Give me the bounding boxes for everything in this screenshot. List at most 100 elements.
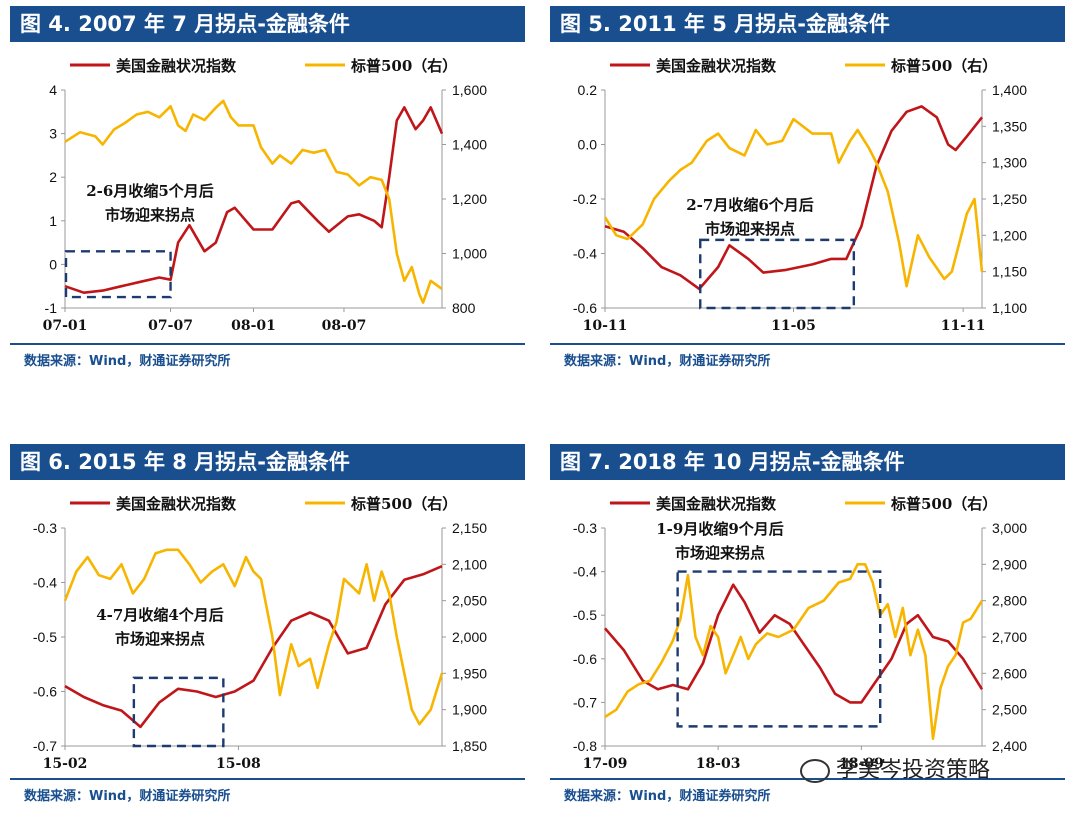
y-tick-label: -0.2 <box>573 191 597 207</box>
y2-tick-label: 1,150 <box>992 264 1027 280</box>
x-tick-label: 18-03 <box>696 756 741 772</box>
y2-tick-label: 3,000 <box>992 520 1027 536</box>
y-tick-label: 1 <box>49 213 57 229</box>
y-tick-label: 4 <box>49 82 57 98</box>
annotation-text: 2-7月收缩6个月后 <box>686 196 814 214</box>
y2-tick-label: 2,400 <box>992 738 1027 754</box>
data-source: 数据来源：Wind，财通证券研究所 <box>564 789 771 804</box>
y-tick-label: -0.5 <box>573 607 597 623</box>
line-chart: 美国金融状况指数 标普500（右） -0.8 -0.7 -0.6 -0.5 -0.4 -0.3… <box>573 495 1027 772</box>
x-tick-label: 15-02 <box>43 756 88 772</box>
annotation-text: 市场迎来拐点 <box>105 206 195 224</box>
line-chart: 美国金融状况指数 标普500（右） -0.7 -0.6 -0.5 -0.4 -0.3 1,85… <box>33 495 487 772</box>
y-tick-label: -0.6 <box>573 300 597 316</box>
watermark-text: 李美岑投资策略 <box>836 758 991 783</box>
y-tick-label: -0.6 <box>33 684 57 700</box>
legend-label: 美国金融状况指数 <box>116 57 237 75</box>
watermark: 李美岑投资策略 <box>800 752 990 784</box>
chart-title: 图 6. 2015 年 8 月拐点-金融条件 <box>10 444 525 480</box>
y-tick-label: -0.7 <box>573 694 597 710</box>
y2-tick-label: 2,900 <box>992 556 1027 572</box>
chart-title: 图 7. 2018 年 10 月拐点-金融条件 <box>550 444 1065 480</box>
annotation-text: 2-6月收缩5个月后 <box>86 182 214 200</box>
y-tick-label: -0.3 <box>33 520 57 536</box>
annotation-text: 4-7月收缩4个月后 <box>96 606 224 624</box>
divider <box>10 778 525 780</box>
data-source: 数据来源：Wind，财通证券研究所 <box>24 789 231 804</box>
legend-label: 美国金融状况指数 <box>656 495 777 513</box>
y2-tick-label: 1,950 <box>452 665 487 681</box>
y-tick-label: -0.6 <box>573 651 597 667</box>
chart-title: 图 5. 2011 年 5 月拐点-金融条件 <box>550 6 1065 42</box>
divider <box>10 343 525 345</box>
y2-tick-label: 1,400 <box>452 137 487 153</box>
y2-tick-label: 2,000 <box>452 629 487 645</box>
y2-tick-label: 2,100 <box>452 556 487 572</box>
x-tick-label: 15-08 <box>216 756 261 772</box>
x-tick-label: 07-07 <box>148 318 193 334</box>
y2-tick-label: 2,050 <box>452 593 487 609</box>
y2-tick-label: 1,000 <box>452 246 487 262</box>
highlight-box <box>64 250 172 299</box>
x-tick-label: 07-01 <box>43 318 88 334</box>
fci-series-line <box>604 105 984 291</box>
x-tick-label: 11-11 <box>941 318 986 334</box>
annotation-text: 市场迎来拐点 <box>115 630 205 648</box>
y-tick-label: 0.0 <box>578 137 598 153</box>
y-tick-label: 0.2 <box>578 82 598 98</box>
y-tick-label: -0.4 <box>573 246 597 262</box>
data-source: 数据来源：Wind，财通证券研究所 <box>564 354 771 369</box>
x-tick-label: 17-09 <box>583 756 628 772</box>
y2-tick-label: 1,400 <box>992 82 1027 98</box>
y-tick-label: -0.7 <box>33 738 57 754</box>
x-tick-label: 10-11 <box>583 318 628 334</box>
data-source: 数据来源：Wind，财通证券研究所 <box>24 354 231 369</box>
y2-tick-label: 1,200 <box>452 191 487 207</box>
sp500-series-line <box>603 117 984 288</box>
y-tick-label: -0.3 <box>573 520 597 536</box>
y2-tick-label: 2,150 <box>452 520 487 536</box>
fci-series-line <box>604 583 984 704</box>
legend-label: 美国金融状况指数 <box>656 57 777 75</box>
chart-panel-2018: 图 7. 2018 年 10 月拐点-金融条件 美国金融状况指数 标普500（右）… <box>550 444 1065 814</box>
y2-tick-label: 2,600 <box>992 665 1027 681</box>
x-tick-label: 08-01 <box>231 318 276 334</box>
wechat-icon <box>800 759 830 783</box>
x-tick-label: 11-05 <box>771 318 816 334</box>
y-tick-label: -1 <box>45 300 58 316</box>
line-chart: 美国金融状况指数 标普500（右） -1 0 1 2 3 4 800 1,000 1,200 1,40… <box>43 57 488 334</box>
chart-panel-2015: 图 6. 2015 年 8 月拐点-金融条件 美国金融状况指数 标普500（右） -… <box>10 444 525 814</box>
y2-tick-label: 1,900 <box>452 702 487 718</box>
y-tick-label: 0 <box>49 256 57 272</box>
fci-series-line <box>64 106 444 294</box>
chart-title: 图 4. 2007 年 7 月拐点-金融条件 <box>10 6 525 42</box>
y2-tick-label: 1,600 <box>452 82 487 98</box>
y-tick-label: 2 <box>49 169 57 185</box>
y-tick-label: -0.4 <box>33 575 57 591</box>
highlight-box <box>699 238 856 310</box>
annotation-text: 1-9月收缩9个月后 <box>656 520 784 538</box>
y2-tick-label: 1,300 <box>992 155 1027 171</box>
annotation-text: 市场迎来拐点 <box>675 544 765 562</box>
sp500-series-line <box>63 548 444 726</box>
y2-tick-label: 1,100 <box>992 300 1027 316</box>
line-chart: 美国金融状况指数 标普500（右） -0.6 -0.4 -0.2 0.0 0.2 1,100 1… <box>573 57 1027 334</box>
y2-tick-label: 2,800 <box>992 593 1027 609</box>
chart-panel-2007: 图 4. 2007 年 7 月拐点-金融条件 美国金融状况指数 标普500（右） -… <box>10 6 525 376</box>
highlight-box <box>676 570 882 728</box>
y-tick-label: 3 <box>49 126 57 142</box>
sp500-series-line <box>64 99 443 304</box>
divider <box>550 343 1065 345</box>
legend-label: 美国金融状况指数 <box>116 495 237 513</box>
legend-label: 标普500（右） <box>890 495 997 513</box>
legend-label: 标普500（右） <box>890 57 997 75</box>
highlight-box <box>132 676 225 748</box>
y2-tick-label: 1,850 <box>452 738 487 754</box>
y-tick-label: -0.5 <box>33 629 57 645</box>
y2-tick-label: 1,200 <box>992 227 1027 243</box>
y2-tick-label: 2,700 <box>992 629 1027 645</box>
fci-series-line <box>64 565 443 729</box>
y2-tick-label: 1,250 <box>992 191 1027 207</box>
y-tick-label: -0.8 <box>573 738 597 754</box>
y2-tick-label: 1,350 <box>992 118 1027 134</box>
